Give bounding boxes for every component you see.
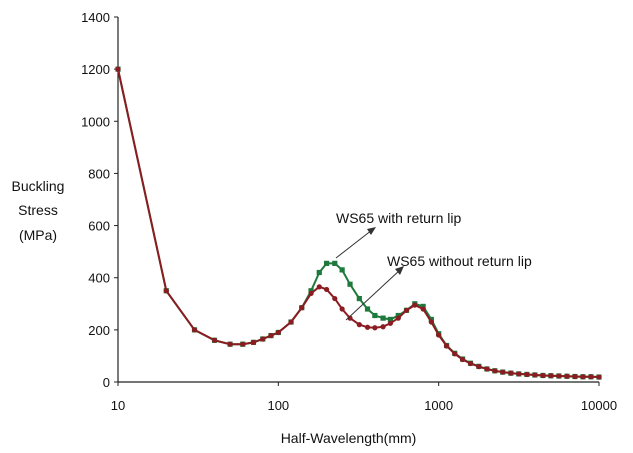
data-point: [420, 306, 426, 312]
data-point: [387, 320, 394, 326]
annotation-arrow-with-lip: [335, 229, 373, 259]
data-point: [288, 319, 294, 325]
data-point: [364, 324, 371, 330]
annotation-arrowhead-with-lip: [367, 227, 376, 235]
y-tick-label: 400: [88, 271, 110, 286]
y-tick-label: 200: [88, 323, 110, 338]
data-point: [227, 341, 233, 347]
data-point: [316, 284, 322, 290]
annotations: WS65 with return lip WS65 without return…: [335, 210, 532, 321]
data-point: [476, 364, 482, 370]
x-tick-label: 10000: [581, 398, 617, 413]
data-point: [500, 369, 506, 375]
y-tick-label: 1000: [81, 114, 110, 129]
data-point: [387, 316, 394, 323]
data-point: [459, 356, 466, 363]
data-point: [596, 374, 602, 380]
data-point: [364, 306, 371, 312]
data-point: [380, 315, 386, 321]
data-point: [572, 373, 578, 380]
y-axis-title-line-3: (MPa): [19, 227, 57, 243]
data-point: [467, 360, 474, 367]
data-point: [339, 306, 345, 312]
data-point: [240, 341, 246, 347]
series-layer: [115, 66, 602, 380]
data-point: [268, 332, 274, 339]
data-point: [332, 260, 338, 266]
data-point: [380, 324, 386, 330]
x-tick-label: 1000: [424, 398, 453, 413]
annotation-arrow-without-lip: [345, 269, 401, 321]
y-tick-label: 1200: [81, 62, 110, 77]
data-point: [492, 368, 498, 374]
data-point: [339, 267, 345, 273]
annotation-arrowhead-without-lip: [395, 266, 404, 275]
y-axis-title-line-2: Stress: [18, 202, 58, 218]
data-point: [540, 372, 546, 379]
data-point: [372, 325, 378, 331]
data-point: [436, 332, 442, 338]
data-point: [443, 343, 450, 349]
data-point: [347, 281, 353, 287]
data-point: [372, 312, 378, 319]
x-tick-label: 10: [111, 398, 125, 413]
y-tick-label: 600: [88, 219, 110, 234]
y-tick-label: 1400: [81, 10, 110, 25]
x-ticks: 10 100 1000 10000: [111, 382, 617, 413]
data-point: [323, 286, 330, 293]
data-point: [395, 315, 401, 321]
data-point: [403, 307, 410, 313]
data-point: [211, 337, 218, 343]
data-point: [323, 260, 330, 266]
data-point: [163, 288, 169, 294]
data-point: [516, 371, 522, 377]
data-point: [420, 303, 426, 309]
data-point: [395, 312, 401, 319]
data-point: [115, 66, 121, 72]
data-point: [564, 373, 570, 379]
data-point: [548, 373, 554, 379]
data-point: [316, 269, 322, 276]
y-tick-label: 800: [88, 166, 110, 181]
data-point: [275, 329, 281, 336]
x-tick-label: 100: [267, 398, 289, 413]
data-point: [580, 374, 586, 380]
data-point: [356, 322, 362, 328]
axes: 0 200 400 600 800 1000 1200 1400 10 100 1000 10000: [81, 10, 617, 413]
data-point: [332, 295, 338, 302]
y-axis-title: Buckling Stress (MPa): [12, 178, 65, 243]
data-point: [524, 371, 530, 378]
y-tick-label: 0: [103, 375, 110, 390]
y-axis-title-line-1: Buckling: [12, 178, 65, 194]
data-point: [508, 370, 514, 376]
data-point: [484, 366, 490, 372]
data-point: [588, 374, 594, 380]
data-point: [191, 327, 198, 333]
data-point: [428, 319, 434, 325]
data-point: [308, 290, 314, 296]
data-point: [532, 372, 538, 378]
data-point: [356, 295, 362, 302]
data-point: [452, 351, 458, 357]
data-point: [412, 302, 418, 308]
annotation-with-lip: WS65 with return lip: [336, 210, 461, 226]
data-point: [299, 305, 305, 311]
data-point: [556, 373, 562, 379]
annotation-without-lip: WS65 without return lip: [387, 253, 532, 269]
x-axis-title: Half-Wavelength(mm): [281, 430, 417, 446]
y-ticks: 0 200 400 600 800 1000 1200 1400: [81, 10, 118, 390]
data-point: [250, 339, 257, 345]
data-point: [260, 336, 266, 342]
data-point: [308, 288, 314, 294]
series-without-return-lip: [115, 66, 602, 380]
data-point: [428, 316, 434, 323]
